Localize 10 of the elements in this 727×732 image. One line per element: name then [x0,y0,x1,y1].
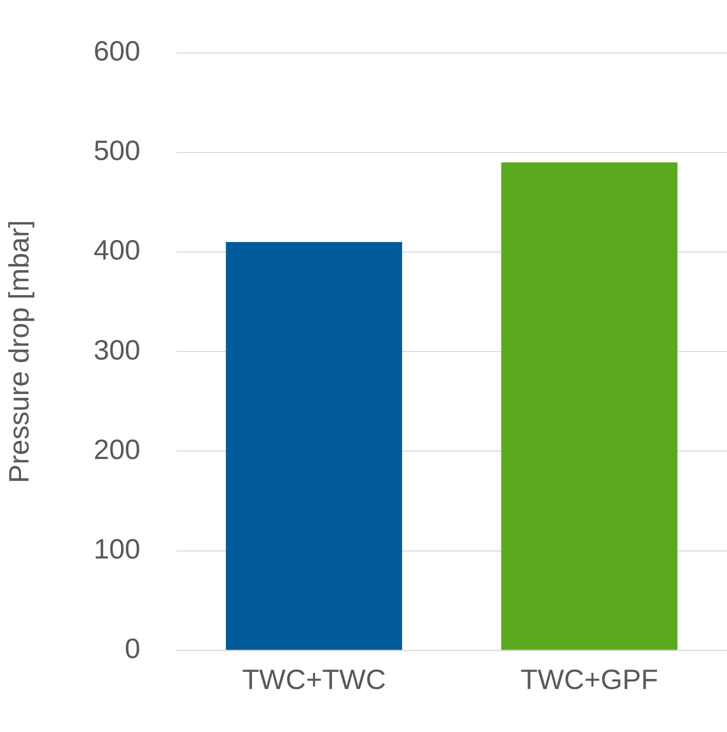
y-tick-label: 300 [94,334,140,366]
y-tick-label: 600 [94,36,140,67]
y-tick-label: 200 [94,434,140,465]
x-tick-label: TWC+TWC [242,664,386,695]
x-tick-label: TWC+GPF [520,664,658,695]
y-axis-title: Pressure drop [mbar] [4,220,35,484]
y-tick-label: 500 [94,135,140,166]
y-tick-label: 0 [124,633,140,664]
y-tick-label: 400 [94,234,140,266]
y-tick-label: 100 [94,534,140,565]
